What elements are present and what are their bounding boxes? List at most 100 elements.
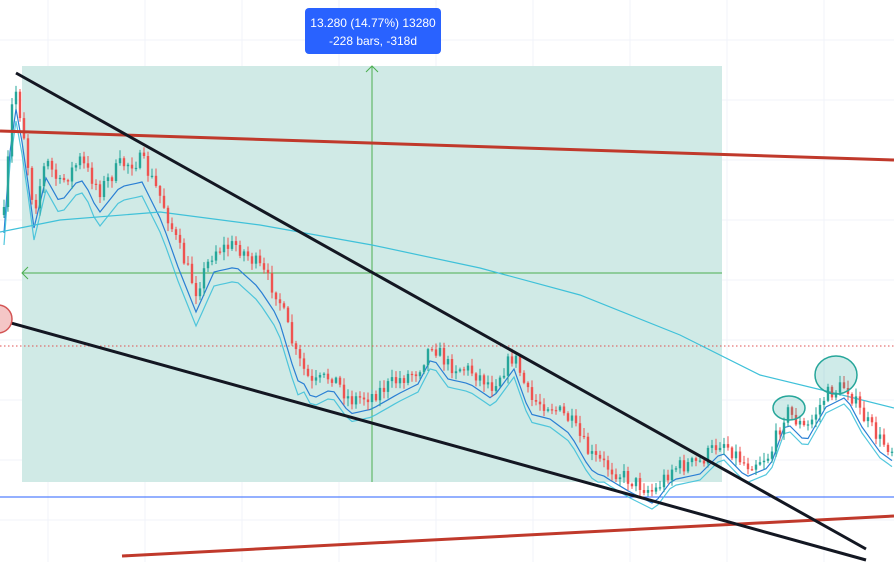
candle-body [190,263,194,283]
candle-body [218,251,222,253]
candle-body [482,375,486,385]
candle-body [862,407,866,422]
candle-body [566,413,570,421]
candle-body [258,255,262,264]
candle-body [870,417,874,423]
candle-body [238,245,242,256]
highlight-ellipse-small[interactable] [772,395,806,421]
candle-body [458,369,462,372]
candle-body [390,377,394,382]
candle-body [70,167,74,182]
candle-body [426,349,430,366]
candle-body [766,458,770,461]
candle-body [746,463,750,470]
candle-body [394,377,398,384]
candle-body [266,269,270,274]
candle-body [222,244,226,253]
candle-body [434,349,438,356]
candle-body [470,365,474,374]
resistance-trendline-red[interactable] [0,129,894,162]
candle-body [166,207,170,224]
candle-body [594,451,598,455]
candle-body [122,158,126,167]
candle-body [174,229,178,235]
candle-body [802,420,806,426]
candle-body [850,394,854,404]
candle-body [590,451,594,454]
candle-body [542,404,546,411]
candle-body [370,394,374,403]
candle-body [794,414,798,425]
candle-body [690,458,694,463]
candle-body [86,163,90,168]
candle-body [630,483,634,487]
candle-body [182,242,186,264]
candle-body [158,186,162,196]
highlight-ellipse-large[interactable] [814,355,858,395]
candle-body [730,447,734,459]
candle-body [326,373,330,380]
candle-body [74,165,78,168]
candle-body [474,373,478,381]
candle-body [878,434,882,439]
candle-body [858,396,862,408]
candle-body [622,471,626,478]
candle-body [778,430,782,435]
candle-body [838,382,842,393]
candle-body [378,387,382,401]
candle-body [614,474,618,480]
measure-tooltip: 13.280 (14.77%) 13280 -228 bars, -318d [305,8,441,54]
candle-body [202,268,206,289]
candle-body [186,263,190,265]
candle-body [682,460,686,472]
candle-body [670,469,674,481]
candle-body [234,241,238,245]
candle-body [714,445,718,451]
anchor-handle-red[interactable] [0,304,13,334]
candle-body [290,322,294,344]
candle-body [478,375,482,381]
candle-body [602,458,606,461]
measure-tooltip-line1: 13.280 (14.77%) 13280 [310,16,436,30]
candle-body [806,424,810,426]
candle-body [698,460,702,462]
candle-body [574,415,578,424]
candle-body [406,373,410,383]
candle-body [250,256,254,264]
candle-body [206,261,210,269]
candle-body [178,234,182,243]
candle-body [586,436,590,454]
candle-body [230,241,234,249]
candle-body [414,374,418,377]
candle-body [150,175,154,177]
candle-body [826,386,830,401]
candle-body [246,251,250,257]
candle-body [330,379,334,383]
candle-body [198,288,202,297]
candle-body [254,255,258,264]
candle-body [210,260,214,262]
candle-body [598,454,602,459]
candle-body [118,158,122,164]
upper-trendline-black[interactable] [15,71,867,551]
candle-body [686,462,690,472]
lower-trendline-black[interactable] [0,318,867,562]
candle-body [334,377,338,383]
candle-body [782,422,786,435]
candle-body [570,415,574,421]
candle-body [650,490,654,492]
candle-body [462,369,466,371]
candle-body [398,378,402,384]
candle-body [50,160,54,170]
candle-body [818,404,822,415]
candle-body [610,469,614,475]
candle-body [466,365,470,371]
candle-body [798,420,802,425]
candle-body [242,251,246,256]
candle-body [758,462,762,465]
support-trendline-red[interactable] [121,514,894,558]
candle-body [354,396,358,405]
candle-body [386,381,390,392]
